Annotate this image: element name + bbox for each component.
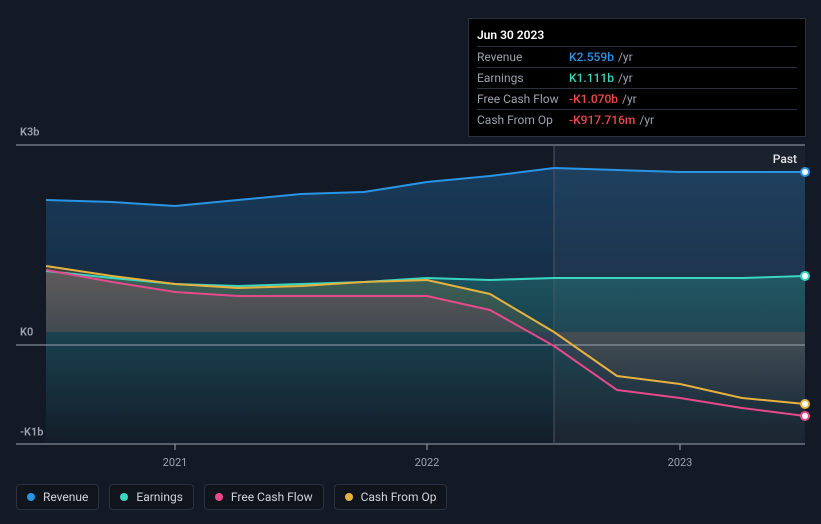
- legend-item-cfo[interactable]: Cash From Op: [334, 484, 448, 510]
- legend-label: Free Cash Flow: [231, 490, 313, 504]
- tooltip-row-revenue: Revenue K2.559b /yr: [477, 46, 797, 67]
- tooltip-unit: /yr: [618, 50, 633, 64]
- chart-container: Jun 30 2023 Revenue K2.559b /yr Earnings…: [0, 0, 821, 524]
- marker-fcf: [801, 412, 809, 420]
- tooltip-label: Cash From Op: [477, 113, 569, 127]
- legend-item-revenue[interactable]: Revenue: [16, 484, 99, 510]
- legend-item-earnings[interactable]: Earnings: [109, 484, 194, 510]
- legend-label: Cash From Op: [361, 490, 437, 504]
- tooltip-value: K2.559b: [569, 50, 614, 64]
- tooltip-row-fcf: Free Cash Flow -K1.070b /yr: [477, 88, 797, 109]
- tooltip-label: Free Cash Flow: [477, 92, 569, 106]
- legend-label: Revenue: [43, 490, 88, 504]
- marker-earnings: [801, 272, 809, 280]
- tooltip-value: -K1.070b: [569, 92, 618, 106]
- tooltip-value: K1.111b: [569, 71, 614, 85]
- tooltip-row-cfo: Cash From Op -K917.716m /yr: [477, 109, 797, 130]
- legend-label: Earnings: [136, 490, 183, 504]
- tooltip-date: Jun 30 2023: [477, 25, 797, 46]
- tooltip-unit: /yr: [618, 71, 633, 85]
- legend-dot-fcf: [215, 493, 223, 501]
- chart-tooltip: Jun 30 2023 Revenue K2.559b /yr Earnings…: [468, 18, 806, 137]
- legend-dot-cfo: [345, 493, 353, 501]
- tooltip-row-earnings: Earnings K1.111b /yr: [477, 67, 797, 88]
- tooltip-unit: /yr: [639, 113, 654, 127]
- tooltip-label: Revenue: [477, 50, 569, 64]
- tooltip-unit: /yr: [622, 92, 637, 106]
- tooltip-value: -K917.716m: [569, 113, 635, 127]
- legend: Revenue Earnings Free Cash Flow Cash Fro…: [16, 484, 447, 510]
- tooltip-label: Earnings: [477, 71, 569, 85]
- legend-item-fcf[interactable]: Free Cash Flow: [204, 484, 324, 510]
- legend-dot-revenue: [27, 493, 35, 501]
- marker-revenue: [801, 168, 809, 176]
- legend-dot-earnings: [120, 493, 128, 501]
- marker-cfo: [801, 400, 809, 408]
